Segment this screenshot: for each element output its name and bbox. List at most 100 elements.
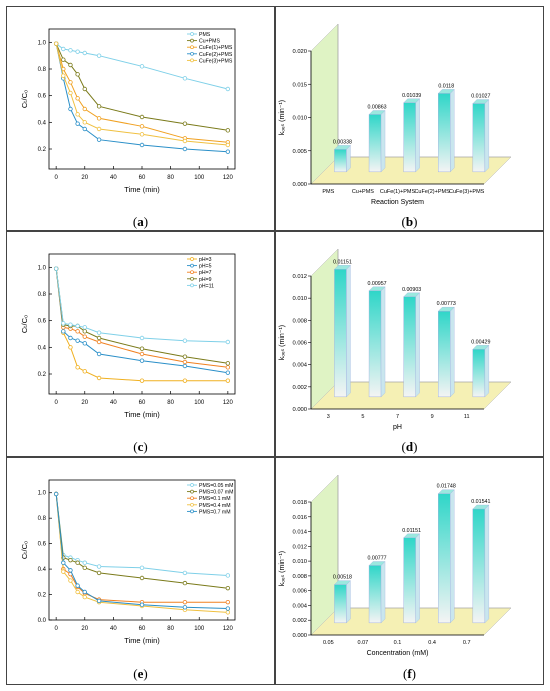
y-tick-label: 0.2	[38, 593, 47, 599]
y-axis-label: kₒₑₛ (min⁻¹)	[279, 325, 286, 360]
legend-marker	[190, 489, 194, 494]
caption-c: (c)	[133, 439, 148, 454]
y-tick-label: 0.014	[292, 530, 307, 536]
y-tick-label: 0.004	[292, 603, 307, 609]
bar-value-label: 0.01151	[333, 259, 352, 265]
legend-marker	[190, 502, 194, 507]
data-point	[96, 351, 102, 357]
x-tick-label: 0.07	[358, 640, 369, 646]
data-point	[75, 121, 80, 126]
y-tick-label: 0.015	[292, 82, 307, 88]
data-point	[139, 575, 145, 581]
bar-side	[415, 292, 420, 398]
bar-side	[346, 264, 351, 398]
data-point	[82, 341, 87, 346]
data-point	[82, 106, 87, 112]
x-tick-label: 0.4	[428, 640, 436, 646]
x-tick-label: 60	[139, 626, 146, 632]
bar-value-label: 0.01748	[437, 484, 456, 490]
data-point	[68, 80, 73, 85]
x-axis-label: Concentration (mM)	[367, 650, 429, 657]
y-tick-label: 0.0	[38, 618, 47, 624]
data-point	[182, 359, 188, 365]
legend-label: CuFe(1)+PMS	[199, 45, 233, 51]
data-point	[225, 149, 231, 154]
bar-value-label: 0.00863	[367, 104, 386, 110]
x-tick-label: 0	[54, 626, 58, 632]
legend-marker	[190, 38, 194, 43]
x-tick-label: 20	[81, 626, 88, 632]
y-tick-label: 0.010	[292, 559, 307, 565]
y-tick-label: 0.006	[292, 589, 307, 595]
data-point	[182, 570, 188, 576]
y-axis-label: Cₜ/C₀	[20, 90, 29, 108]
data-point	[139, 142, 145, 148]
x-tick-label: 80	[167, 175, 174, 181]
bar	[334, 584, 347, 624]
data-point	[182, 580, 188, 586]
bar-side	[415, 533, 420, 624]
bar-side	[450, 89, 455, 173]
bar-value-label: 0.00957	[367, 281, 386, 287]
x-axis-label: Time (min)	[124, 185, 160, 194]
data-point	[96, 126, 102, 132]
data-point	[75, 323, 80, 329]
bar-cap	[368, 286, 386, 291]
data-point	[139, 114, 145, 120]
bar-chart-d: 0.000 0.002 0.004 0.006 0.008 0.010 0.012 0.011…	[279, 248, 512, 431]
bar-cap	[472, 345, 490, 350]
bar-cap	[472, 99, 490, 104]
x-axis-label: Reaction System	[371, 199, 424, 206]
data-point	[68, 568, 73, 573]
legend-label: pH=11	[199, 283, 214, 289]
data-point	[96, 53, 102, 58]
data-point	[139, 335, 145, 341]
data-point	[68, 345, 73, 350]
x-tick-label: CuFe(3)+PMS	[449, 189, 485, 195]
data-point	[225, 585, 231, 591]
x-tick-label: 3	[327, 414, 330, 420]
legend-label: Cu+PMS	[199, 39, 220, 45]
legend-marker	[190, 270, 194, 275]
legend-label: PMS=0.4 mM	[199, 503, 231, 509]
bar-cap	[437, 89, 455, 94]
data-point	[225, 86, 231, 92]
caption-b: (b)	[401, 214, 418, 229]
data-point	[61, 57, 66, 62]
data-point	[225, 599, 231, 605]
y-axis-label: Cₜ/C₀	[20, 315, 29, 333]
caption-d: (d)	[401, 439, 418, 454]
y-tick-label: 0.000	[292, 407, 307, 413]
data-point	[75, 72, 80, 77]
legend-label: PMS	[199, 32, 211, 38]
legend-marker	[190, 509, 194, 514]
bar-value-label: 0.00338	[333, 139, 352, 145]
data-point	[61, 569, 66, 574]
legend-marker	[190, 276, 194, 281]
data-point	[75, 589, 80, 595]
bar-side	[380, 110, 386, 173]
bar-value-label: 0.00429	[471, 339, 490, 345]
y-axis-label: kₒₑₛ (min⁻¹)	[279, 100, 286, 135]
y-tick-label: 0.2	[38, 147, 47, 153]
bar-value-label: 0.00518	[333, 575, 352, 581]
legend-label: PMS=0.05 mM	[199, 483, 233, 489]
panel-c: 0 20 40 60 80 100 120 0.2 0.4 0.6 0.8 1.0 Time (min)…	[6, 231, 275, 457]
y-tick-label: 0.008	[292, 574, 307, 580]
data-point	[225, 370, 231, 375]
legend-marker	[190, 283, 194, 288]
bar-side	[484, 504, 490, 624]
legend-label: pH=5	[199, 264, 212, 270]
y-tick-label: 0.000	[292, 182, 307, 188]
bar-cap	[334, 145, 351, 150]
data-point	[182, 76, 188, 81]
y-tick-label: 0.006	[292, 341, 307, 347]
legend-label: CuFe(3)+PMS	[199, 58, 233, 64]
bar-value-label: 0.01027	[471, 94, 490, 100]
bar-value-label: 0.01151	[402, 528, 421, 534]
bar-cap	[403, 98, 421, 103]
bar-value-label: 0.01039	[402, 93, 421, 99]
panel-b: 0.000 0.005 0.010 0.015 0.020 0.00338 PMS 0.008…	[275, 6, 544, 231]
y-tick-label: 0.6	[38, 319, 47, 325]
bar-value-label: 0.01541	[471, 499, 490, 505]
